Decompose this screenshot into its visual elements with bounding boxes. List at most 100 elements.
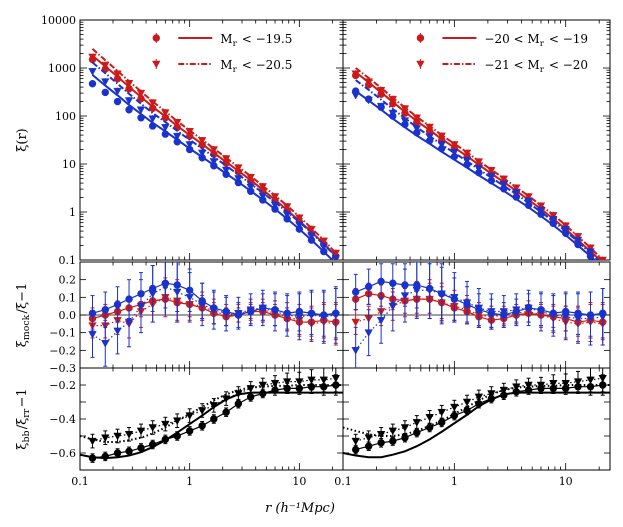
data-point: [161, 420, 170, 429]
data-point: [101, 306, 109, 314]
data-point: [258, 381, 268, 390]
data-point: [125, 447, 133, 455]
data-point: [598, 374, 607, 383]
data-point: [270, 380, 280, 388]
data-point: [412, 419, 422, 427]
data-group-bl: [80, 368, 343, 463]
data-point: [88, 454, 97, 462]
legend-marker: [416, 34, 425, 42]
data-point: [185, 412, 194, 420]
data-point: [88, 437, 97, 446]
data-point: [258, 192, 268, 201]
data-point: [389, 437, 397, 445]
data-point: [113, 327, 122, 336]
data-point: [524, 197, 533, 206]
data-point: [573, 378, 583, 386]
data-point: [270, 308, 280, 316]
data-point: [319, 376, 329, 385]
data-point: [401, 434, 409, 442]
data-point: [351, 70, 360, 79]
data-point: [137, 444, 145, 452]
data-point: [561, 380, 570, 388]
data-point: [331, 311, 341, 320]
data-point: [425, 287, 434, 295]
data-point: [586, 376, 595, 385]
y-tick-label: −0.3: [49, 362, 76, 375]
data-point: [234, 175, 243, 183]
data-point: [295, 221, 304, 230]
data-point: [437, 408, 446, 417]
data-point: [136, 106, 146, 115]
data-point: [474, 164, 484, 173]
data-point: [474, 158, 484, 166]
data-point: [173, 119, 182, 127]
data-point: [209, 158, 219, 166]
data-point: [136, 89, 146, 98]
data-point: [376, 102, 386, 111]
data-point: [351, 92, 360, 100]
data-point: [512, 383, 521, 392]
data-point: [549, 380, 558, 388]
data-point: [173, 417, 182, 426]
data-point: [222, 408, 230, 416]
data-point: [573, 315, 583, 323]
data-point: [221, 166, 231, 175]
data-point: [88, 80, 97, 88]
data-point: [524, 193, 533, 201]
data-point: [185, 141, 194, 149]
data-point: [282, 311, 292, 320]
data-group-mr: [351, 262, 607, 368]
data-point: [161, 109, 170, 117]
data-point: [487, 390, 496, 398]
data-point: [573, 236, 583, 245]
data-point: [474, 393, 484, 402]
data-point: [376, 431, 386, 439]
data-point: [536, 381, 546, 390]
data-point: [282, 203, 292, 211]
data-point: [487, 308, 496, 316]
data-point: [450, 294, 459, 302]
data-point: [499, 308, 509, 316]
data-point: [438, 418, 446, 427]
data-point: [425, 414, 434, 422]
data-point: [307, 311, 316, 320]
data-point: [364, 329, 373, 337]
data-point: [246, 306, 255, 315]
data-point: [88, 68, 97, 76]
data-point: [258, 304, 268, 313]
data-point: [234, 390, 243, 398]
data-point: [221, 395, 231, 403]
data-group-br: [343, 368, 610, 459]
data-point: [599, 260, 607, 267]
data-point: [173, 132, 182, 141]
data-point: [364, 283, 373, 291]
data-point: [412, 287, 422, 295]
y-tick-label: 0.1: [59, 291, 77, 304]
data-point: [598, 256, 607, 260]
data-point: [412, 125, 422, 133]
series-line: [92, 377, 336, 442]
data-point: [462, 156, 472, 165]
data-point: [462, 149, 472, 158]
data-point: [101, 61, 110, 70]
data-point: [234, 309, 243, 318]
data-point: [125, 106, 133, 114]
data-point: [101, 434, 110, 443]
data-point: [512, 306, 521, 315]
data-group-tl: [88, 48, 341, 260]
data-point: [400, 117, 410, 125]
data-point: [197, 149, 207, 158]
data-point: [101, 78, 110, 86]
data-point: [258, 183, 268, 191]
data-point: [462, 299, 472, 307]
data-point: [282, 378, 292, 386]
data-point: [474, 304, 484, 313]
data-point: [413, 428, 421, 437]
data-point: [270, 193, 280, 201]
data-point: [198, 422, 206, 430]
y-axis-label: ξbb /ξrr −1: [15, 388, 32, 449]
data-point: [124, 431, 134, 439]
data-point: [148, 99, 157, 107]
y-tick-label: 1: [69, 206, 76, 219]
